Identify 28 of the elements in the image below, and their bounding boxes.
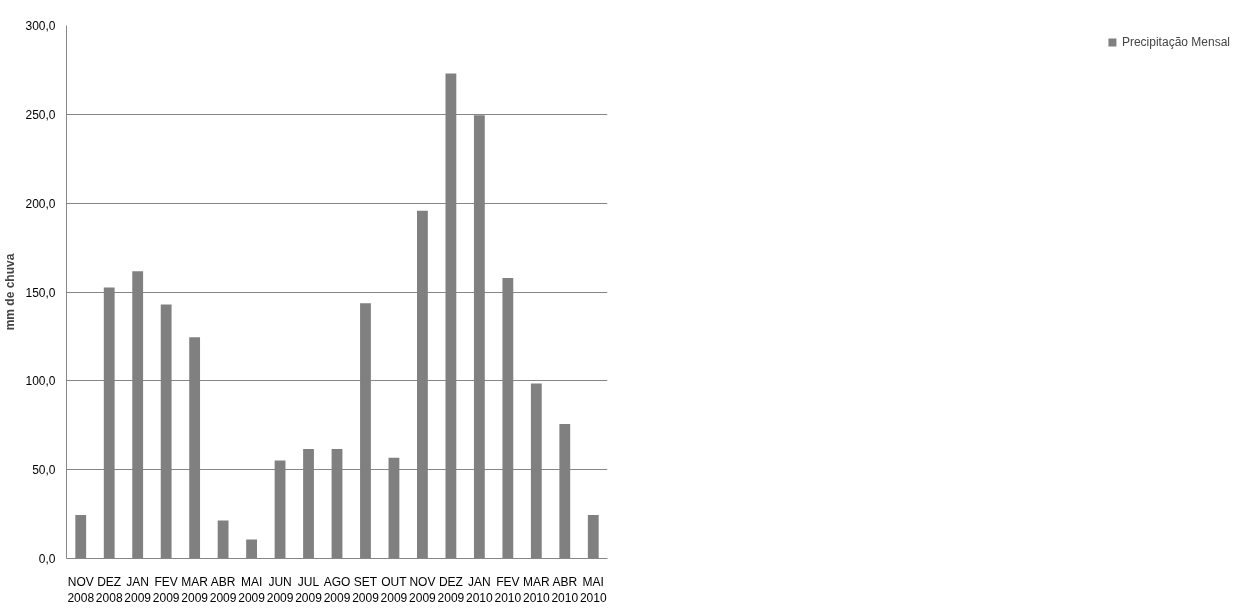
y-tick-label: 100,0 <box>25 374 56 389</box>
x-tick-label: SET 2009 <box>352 574 380 606</box>
x-tick-label: FEV 2010 <box>494 574 522 606</box>
x-tick-label: AGO 2009 <box>323 574 351 606</box>
y-tick-label: 300,0 <box>25 19 56 33</box>
x-tick-label: MAI 2010 <box>579 574 607 606</box>
x-tick-label: MAR 2009 <box>181 574 209 606</box>
x-tick-label: MAI 2009 <box>238 574 266 606</box>
x-tick-label: JAN 2009 <box>124 574 152 606</box>
x-tick-label: JUN 2009 <box>266 574 294 606</box>
x-tick-label: OUT 2009 <box>380 574 408 606</box>
x-tick-label: DEZ 2009 <box>437 574 465 606</box>
y-tick-label: 0,0 <box>38 552 56 566</box>
y-tick-label: 200,0 <box>25 196 56 211</box>
x-tick-label: DEZ 2008 <box>95 574 123 606</box>
x-tick-label: ABR 2009 <box>209 574 237 606</box>
legend-label: Precipitação Mensal <box>1121 35 1230 49</box>
x-tick-label: JAN 2010 <box>466 574 494 606</box>
x-tick-label: NOV 2009 <box>409 574 437 606</box>
x-tick-label: MAR 2010 <box>522 574 550 606</box>
x-tick-label: JUL 2009 <box>295 574 323 606</box>
x-tick-label: NOV 2008 <box>67 574 95 606</box>
y-tick-label: 50,0 <box>32 463 56 478</box>
y-tick-label: 250,0 <box>25 107 56 122</box>
y-tick-label: 150,0 <box>25 285 56 300</box>
x-tick-label: FEV 2009 <box>152 574 180 606</box>
y-axis-title: mm de chuva <box>3 253 18 331</box>
x-tick-label: ABR 2010 <box>551 574 579 606</box>
